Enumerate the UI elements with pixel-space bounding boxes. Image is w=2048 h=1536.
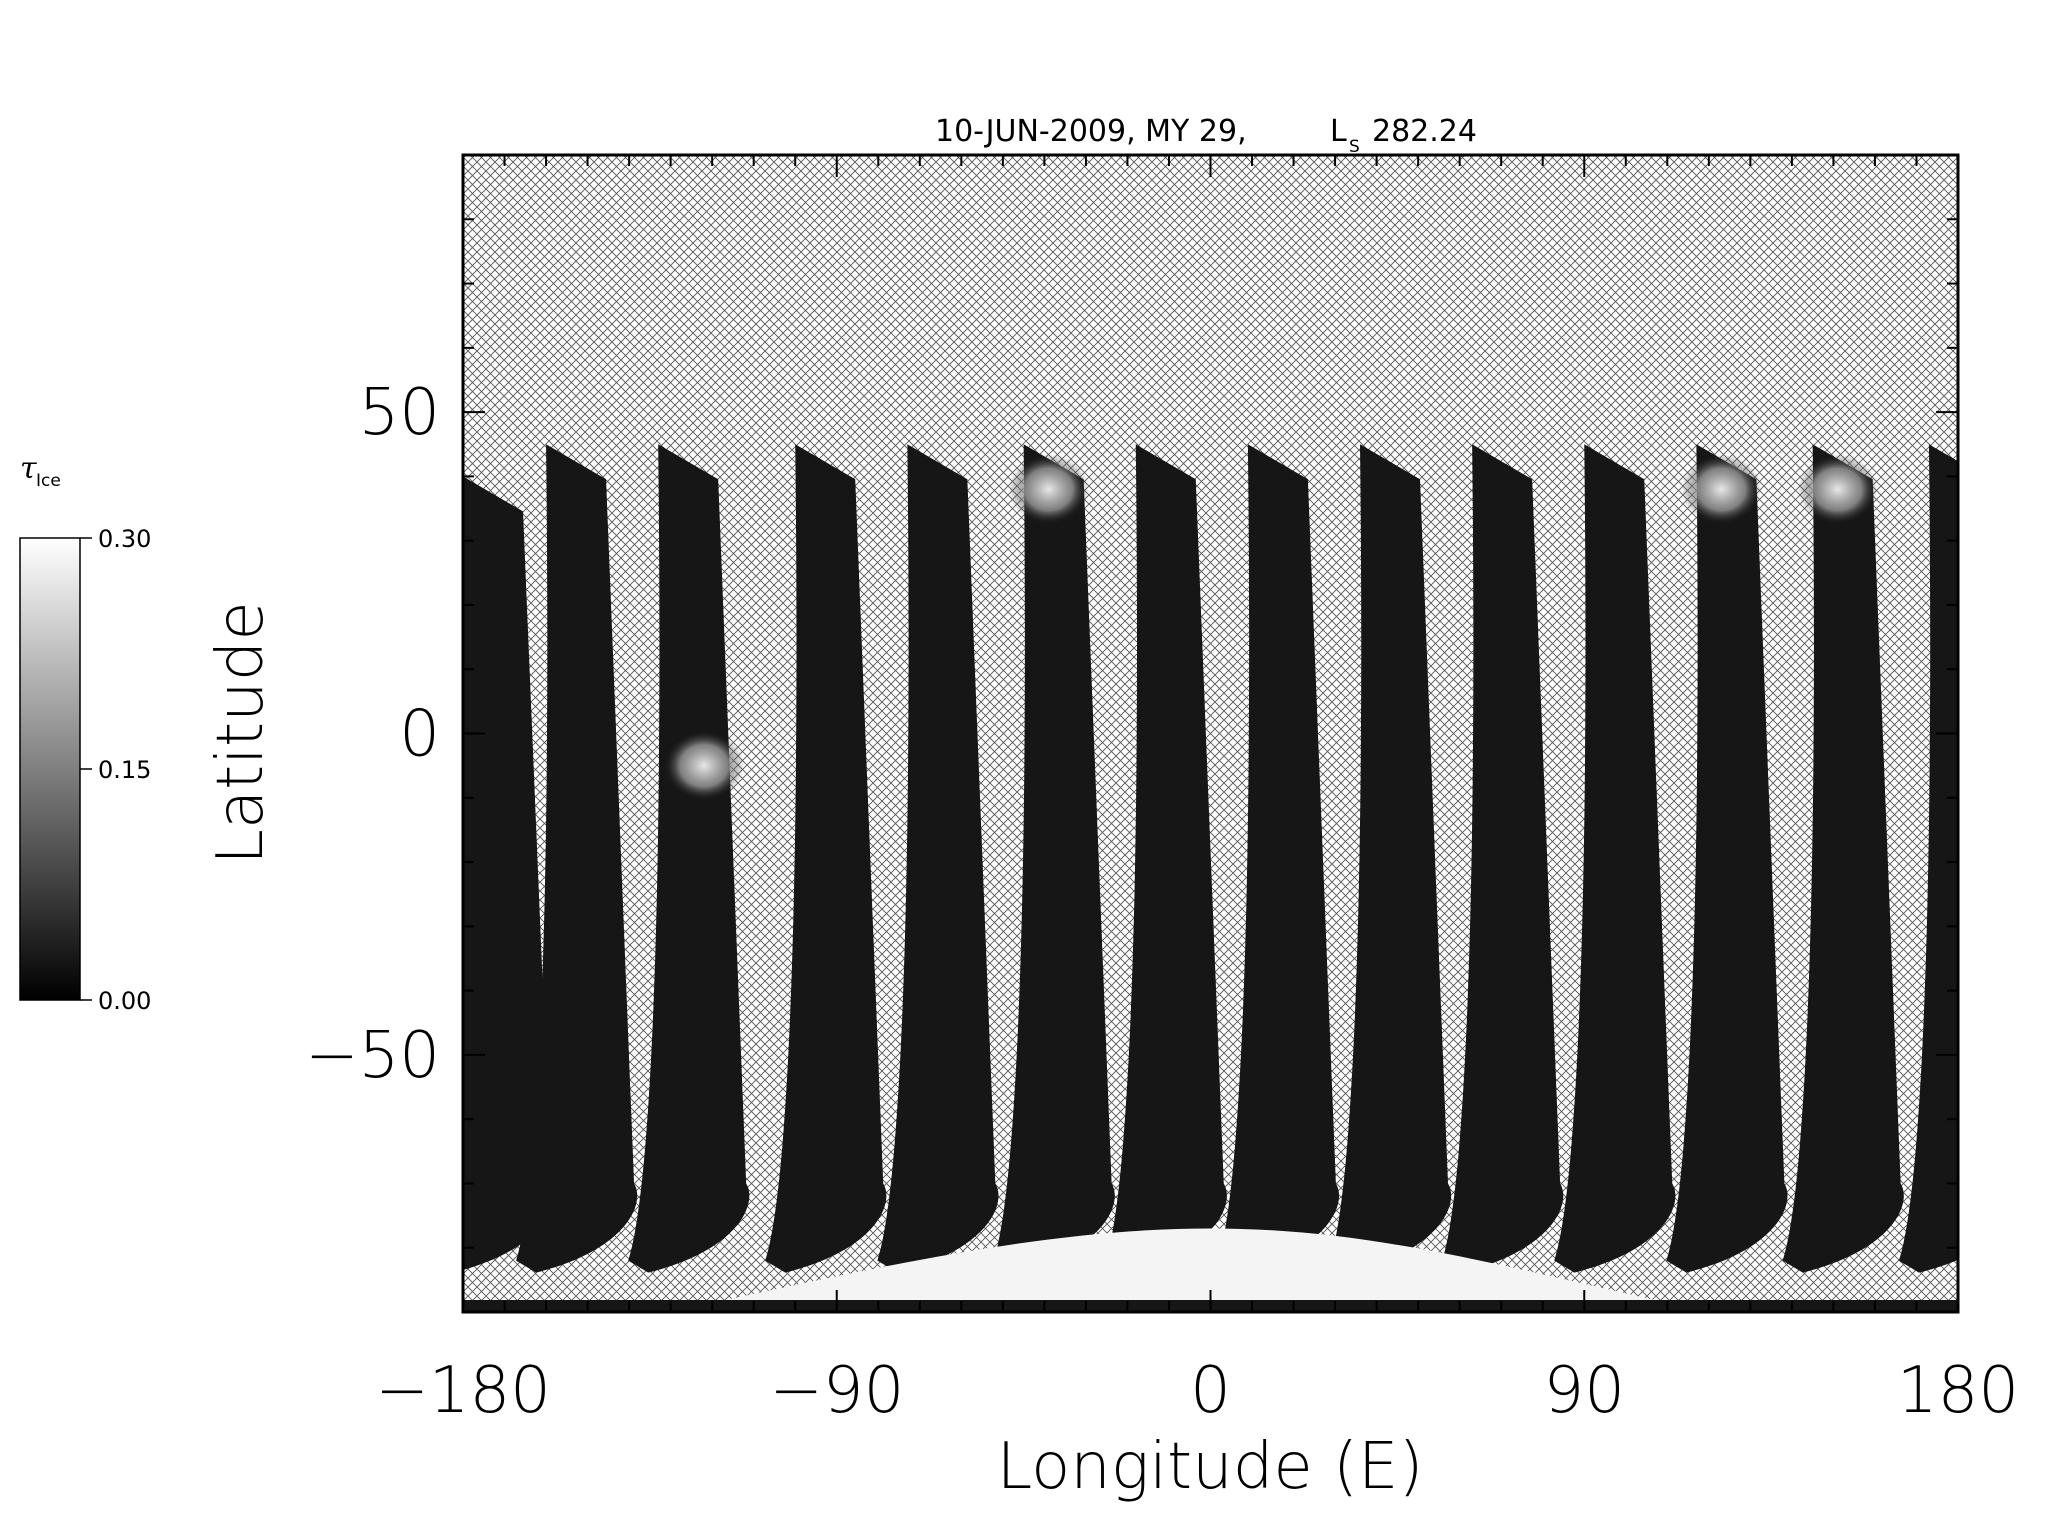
colorbar-tick-label: 0.30 [98, 525, 151, 553]
y-tick-label: 0 [399, 698, 440, 772]
title-ls-subscript: S [1349, 137, 1360, 157]
data-swath-7 [1105, 444, 1227, 1273]
data-swath-13 [1782, 444, 1904, 1273]
title-ls-symbol: L [1330, 114, 1347, 149]
y-axis-label: Latitude [204, 601, 278, 864]
y-tick-label: 50 [359, 376, 440, 450]
x-tick-label: −180 [375, 1354, 551, 1428]
data-swath-5 [877, 444, 999, 1273]
title-ls-value: 282.24 [1372, 114, 1477, 149]
plot-area [461, 153, 1960, 1314]
colorbar-tick-label: 0.15 [98, 756, 151, 784]
data-swath-11 [1554, 444, 1676, 1273]
ice-cloud-patch-3 [1797, 454, 1878, 525]
ice-cloud-patch-2 [1681, 454, 1762, 525]
data-swath-2 [516, 444, 638, 1273]
data-swath-3 [628, 444, 750, 1273]
data-swath-12 [1666, 444, 1788, 1273]
colorbar: τ Ice 0.30 0.15 0.00 [19, 451, 151, 1015]
data-swath-1 [463, 476, 555, 1270]
y-tick-label: −50 [305, 1019, 440, 1093]
data-swath-10 [1442, 444, 1564, 1273]
ice-cloud-patch-1 [1008, 454, 1089, 525]
x-tick-label: 90 [1544, 1354, 1625, 1428]
data-swath-6 [993, 444, 1115, 1273]
x-axis-label: Longitude (E) [997, 1430, 1424, 1504]
x-tick-label: 180 [1897, 1354, 2019, 1428]
data-swath-14 [1898, 444, 1958, 1273]
x-tick-label: −90 [769, 1354, 904, 1428]
colorbar-tick-label: 0.00 [98, 987, 151, 1015]
south-polar-cap [670, 1228, 1709, 1312]
data-swath-9 [1330, 444, 1452, 1273]
data-swath-8 [1217, 444, 1340, 1273]
x-tick-label: 0 [1190, 1354, 1231, 1428]
colorbar-label-subscript: Ice [36, 471, 61, 491]
colorbar-label-symbol: τ [20, 451, 37, 486]
ice-cloud-patch-4 [663, 730, 744, 801]
colorbar-gradient [19, 537, 81, 1001]
chart-title: 10-JUN-2009, MY 29, [935, 114, 1247, 149]
data-swath-4 [765, 444, 887, 1273]
